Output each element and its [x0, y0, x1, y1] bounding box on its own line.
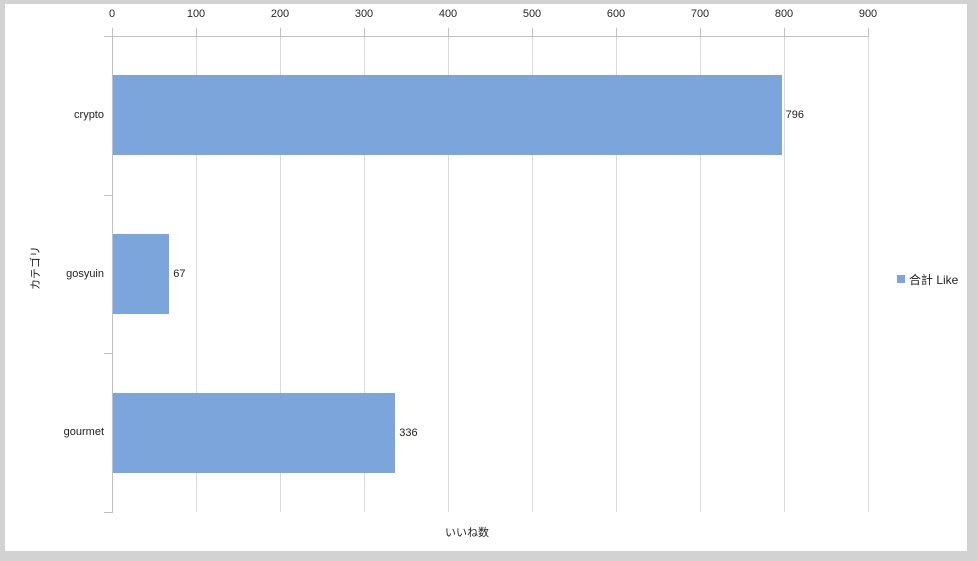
- x-tick-label: 500: [522, 8, 542, 20]
- category-tick-mark: [104, 353, 112, 355]
- x-tick-mark: [195, 28, 197, 36]
- value-axis-line: [112, 36, 869, 37]
- x-tick-mark: [363, 28, 365, 36]
- category-tick-mark: [104, 194, 112, 196]
- x-tick-mark: [783, 28, 785, 36]
- x-tick-label: 300: [354, 8, 374, 20]
- x-tick-label: 100: [186, 8, 206, 20]
- legend: 合計 Like: [897, 271, 958, 287]
- x-tick-label: 400: [438, 8, 458, 20]
- gridline: [783, 36, 785, 512]
- category-label-crypto: crypto: [74, 108, 104, 121]
- category-tick-mark: [104, 36, 112, 37]
- x-tick-label: 200: [270, 8, 290, 20]
- x-tick-label: 900: [858, 8, 878, 20]
- y-axis-title: カテゴリ: [30, 246, 42, 290]
- gridline: [867, 36, 869, 512]
- gridline: [615, 36, 617, 512]
- data-label-gourmet: 336: [399, 426, 418, 439]
- x-tick-label: 700: [690, 8, 710, 20]
- bar-gosyuin: [113, 234, 170, 314]
- x-axis-title: いいね数: [445, 527, 489, 539]
- category-tick-mark: [104, 512, 112, 513]
- legend-series-label: 合計 Like: [909, 272, 959, 287]
- x-tick-mark: [531, 28, 533, 36]
- gridline: [195, 36, 197, 512]
- category-axis-line: [112, 36, 113, 513]
- x-tick-mark: [867, 28, 869, 36]
- category-label-gosyuin: gosyuin: [66, 267, 104, 280]
- x-tick-mark: [111, 28, 113, 36]
- x-tick-label: 800: [774, 8, 794, 20]
- gridline: [363, 36, 365, 512]
- bar-crypto: [113, 75, 782, 156]
- x-tick-label: 0: [108, 8, 116, 20]
- gridline: [699, 36, 701, 512]
- gridline: [531, 36, 533, 512]
- legend-swatch-icon: [897, 275, 905, 283]
- x-tick-label: 600: [606, 8, 626, 20]
- x-tick-mark: [447, 28, 449, 36]
- category-label-gourmet: gourmet: [63, 426, 104, 439]
- gridline: [279, 36, 281, 512]
- data-label-crypto: 796: [785, 109, 804, 122]
- x-tick-mark: [615, 28, 617, 36]
- gridline: [447, 36, 449, 512]
- data-label-gosyuin: 67: [173, 268, 186, 280]
- x-tick-mark: [699, 28, 701, 36]
- x-tick-mark: [279, 28, 281, 36]
- bar-gourmet: [113, 392, 396, 473]
